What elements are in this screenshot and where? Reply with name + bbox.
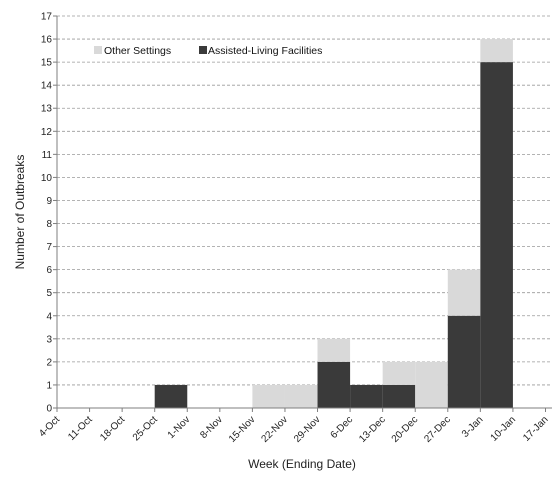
bar-assisted-living: [480, 62, 513, 408]
y-tick-label: 10: [41, 173, 53, 184]
bar-other-settings: [318, 339, 351, 362]
y-tick-label: 17: [41, 12, 53, 23]
x-tick-labels: 4-Oct 11-Oct 18-Oct 25-Oct 1-Nov 8-Nov 15-Nov 2…: [37, 414, 551, 445]
y-tick-label: 16: [41, 35, 53, 46]
x-tick-label: 13-Dec: [357, 414, 388, 445]
bar-other-settings: [480, 39, 513, 62]
x-tick-label: 22-Nov: [259, 414, 290, 445]
y-tick-label: 15: [41, 58, 53, 69]
bar-assisted-living: [318, 362, 351, 408]
x-tick-label: 25-Oct: [131, 414, 160, 443]
y-tick-label: 0: [46, 404, 52, 415]
y-tick-label: 2: [46, 357, 52, 368]
y-tick-label: 6: [46, 265, 52, 276]
y-tick-label: 13: [41, 104, 53, 115]
x-tick-label: 4-Oct: [37, 414, 62, 439]
bar-other-settings: [252, 385, 285, 408]
x-tick-label: 20-Dec: [390, 414, 421, 445]
y-tick-label: 8: [46, 219, 52, 230]
y-tick-label: 14: [41, 81, 53, 92]
x-tick-label: 17-Jan: [521, 414, 550, 443]
y-tick-label: 5: [46, 288, 52, 299]
bar-assisted-living: [155, 385, 188, 408]
y-tick-label: 4: [46, 311, 52, 322]
x-tick-label: 6-Dec: [329, 414, 356, 441]
x-tick-label: 11-Oct: [66, 414, 95, 443]
y-tick-label: 1: [46, 380, 52, 391]
legend-label-assisted-living: Assisted-Living Facilities: [208, 45, 322, 57]
legend-label-other-settings: Other Settings: [104, 45, 171, 57]
bar-assisted-living: [350, 385, 383, 408]
y-tick-label: 7: [46, 242, 52, 253]
legend-swatch-assisted-living: [199, 46, 207, 54]
x-tick-label: 27-Dec: [422, 414, 453, 445]
bar-other-settings: [415, 362, 448, 408]
legend-swatch-other-settings: [94, 46, 102, 54]
x-tick-label: 8-Nov: [198, 414, 225, 441]
bar-other-settings: [285, 385, 318, 408]
y-tick-label: 3: [46, 334, 52, 345]
x-axis-title: Week (Ending Date): [248, 457, 356, 471]
bar-other-settings: [383, 362, 416, 385]
x-tick-label: 10-Jan: [489, 414, 518, 443]
x-tick-label: 18-Oct: [98, 414, 127, 443]
bar-other-settings: [448, 270, 481, 316]
y-tick-label: 12: [41, 127, 53, 138]
x-tick-label: 15-Nov: [227, 414, 258, 445]
bar-assisted-living: [448, 316, 481, 408]
y-axis-title: Number of Outbreaks: [13, 155, 27, 270]
legend: Other Settings Assisted-Living Facilitie…: [94, 45, 322, 57]
y-tick-label: 11: [42, 150, 53, 161]
x-tick-label: 1-Nov: [166, 414, 193, 441]
x-tick-label: 3-Jan: [460, 414, 485, 439]
y-tick-label: 9: [46, 196, 52, 207]
x-tick-label: 29-Nov: [292, 414, 323, 445]
bar-assisted-living: [383, 385, 416, 408]
